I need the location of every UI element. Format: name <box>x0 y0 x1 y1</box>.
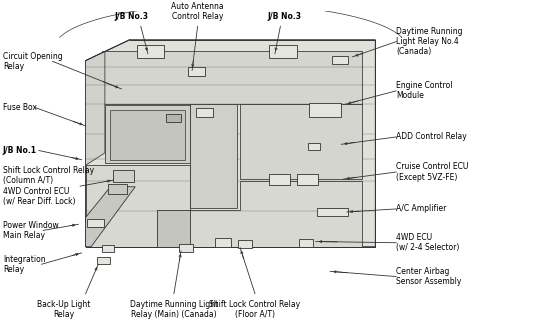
Polygon shape <box>86 40 375 247</box>
Polygon shape <box>86 51 105 165</box>
FancyBboxPatch shape <box>215 238 231 247</box>
Text: ADD Control Relay: ADD Control Relay <box>396 132 467 141</box>
Text: Back-Up Light
Relay: Back-Up Light Relay <box>37 300 90 319</box>
FancyBboxPatch shape <box>137 45 164 58</box>
FancyBboxPatch shape <box>238 240 252 248</box>
FancyBboxPatch shape <box>269 45 297 58</box>
FancyBboxPatch shape <box>269 174 290 185</box>
Text: J/B No.3: J/B No.3 <box>267 12 301 21</box>
Text: A/C Amplifier: A/C Amplifier <box>396 204 447 214</box>
FancyBboxPatch shape <box>113 171 134 182</box>
FancyBboxPatch shape <box>179 244 193 252</box>
Text: Circuit Opening
Relay: Circuit Opening Relay <box>3 52 62 71</box>
Polygon shape <box>190 104 237 208</box>
FancyBboxPatch shape <box>297 174 318 185</box>
FancyBboxPatch shape <box>87 219 104 227</box>
Text: Cruise Control ECU
(Except 5VZ-FE): Cruise Control ECU (Except 5VZ-FE) <box>396 162 469 182</box>
Text: Fuse Box: Fuse Box <box>3 103 36 112</box>
FancyBboxPatch shape <box>317 208 348 216</box>
Text: 4WD ECU
(w/ 2-4 Selector): 4WD ECU (w/ 2-4 Selector) <box>396 233 460 253</box>
Text: Center Airbag
Sensor Assembly: Center Airbag Sensor Assembly <box>396 267 461 286</box>
Text: Auto Antenna
Control Relay: Auto Antenna Control Relay <box>171 2 224 21</box>
FancyBboxPatch shape <box>309 103 341 117</box>
FancyBboxPatch shape <box>188 67 205 76</box>
FancyBboxPatch shape <box>166 114 181 122</box>
Text: Daytime Running
Light Relay No.4
(Canada): Daytime Running Light Relay No.4 (Canada… <box>396 27 463 57</box>
Text: Power Window
Main Relay: Power Window Main Relay <box>3 221 59 240</box>
FancyBboxPatch shape <box>102 245 114 252</box>
Text: Shift Lock Control Relay
(Floor A/T): Shift Lock Control Relay (Floor A/T) <box>209 300 301 319</box>
Polygon shape <box>86 165 362 247</box>
FancyBboxPatch shape <box>97 256 110 264</box>
Text: Daytime Running Light
Relay (Main) (Canada): Daytime Running Light Relay (Main) (Cana… <box>130 300 218 319</box>
Polygon shape <box>86 187 135 247</box>
FancyBboxPatch shape <box>299 239 313 247</box>
FancyBboxPatch shape <box>196 108 213 117</box>
Text: J/B No.1: J/B No.1 <box>3 146 37 155</box>
Polygon shape <box>240 104 362 179</box>
Polygon shape <box>110 110 185 160</box>
FancyBboxPatch shape <box>332 56 348 64</box>
Polygon shape <box>105 105 190 163</box>
Text: Engine Control
Module: Engine Control Module <box>396 81 453 100</box>
Polygon shape <box>157 210 190 247</box>
Text: J/B No.3: J/B No.3 <box>114 12 148 21</box>
Text: Shift Lock Control Relay
(Column A/T)
4WD Control ECU
(w/ Rear Diff. Lock): Shift Lock Control Relay (Column A/T) 4W… <box>3 166 94 206</box>
Text: Integration
Relay: Integration Relay <box>3 255 45 274</box>
FancyBboxPatch shape <box>108 184 127 194</box>
FancyBboxPatch shape <box>308 143 320 150</box>
Polygon shape <box>102 51 362 104</box>
